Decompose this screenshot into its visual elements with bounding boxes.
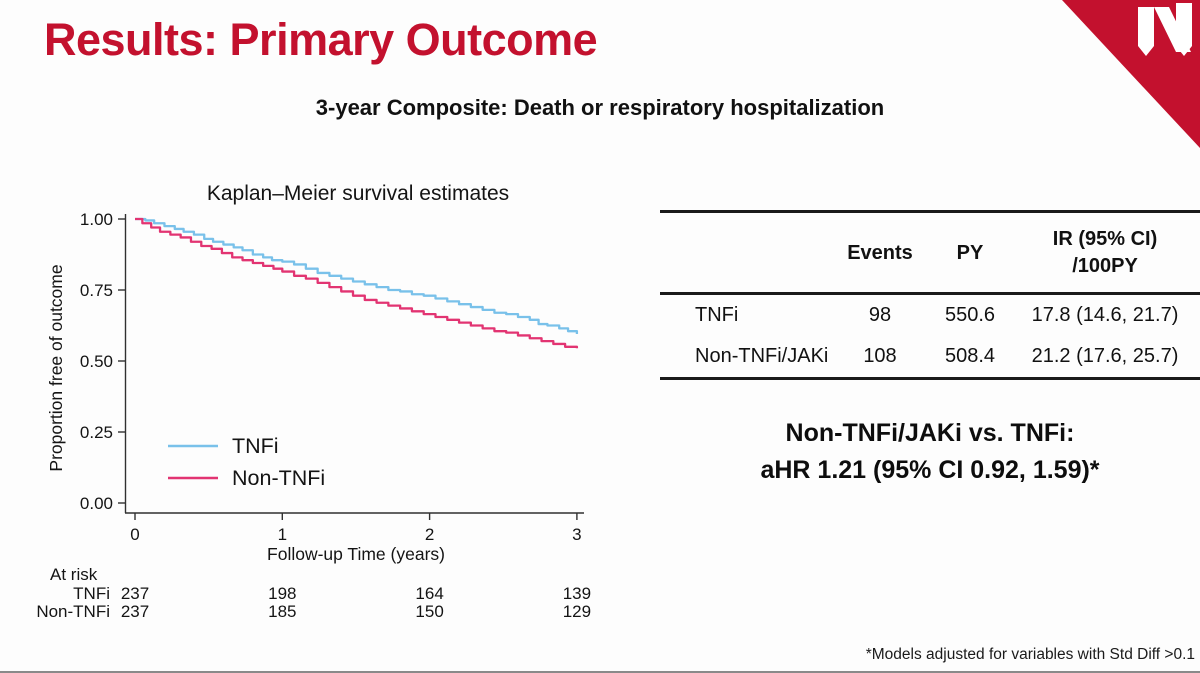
km-curve-non-tnfi <box>135 217 579 349</box>
chart-title: Kaplan–Meier survival estimates <box>207 182 509 205</box>
km-curve-tnfi <box>135 217 579 335</box>
at-risk-count: 150 <box>415 602 443 621</box>
at-risk-count: 237 <box>121 602 149 621</box>
bottom-edge-line <box>0 671 1200 673</box>
km-curves <box>135 217 579 349</box>
at-risk-count: 198 <box>268 584 296 603</box>
hazard-ratio-result: Non-TNFi/JAKi vs. TNFi: aHR 1.21 (95% CI… <box>660 415 1200 489</box>
x-tick-label: 2 <box>425 525 434 544</box>
incidence-rate-table: Events PY IR (95% CI) /100PY TNFi 98 550… <box>660 210 1200 380</box>
at-risk-row-label: Non-TNFi <box>36 602 110 621</box>
hazard-ratio-value: aHR 1.21 (95% CI 0.92, 1.59)* <box>760 456 1100 484</box>
header-py: PY <box>930 211 1010 295</box>
tnfi-ir: 17.8 (14.6, 21.7) <box>1031 304 1179 326</box>
page-title: Results: Primary Outcome <box>44 14 598 65</box>
logo-n-glyph <box>1138 3 1192 56</box>
nontnfi-ir: 21.2 (17.6, 25.7) <box>1031 345 1179 367</box>
header-ir-line1: IR (95% CI) <box>1052 228 1158 250</box>
header-ir-line2: /100PY <box>1072 255 1138 277</box>
x-tick-label: 3 <box>572 525 581 544</box>
y-tick-label: 1.00 <box>80 210 113 229</box>
at-risk-count: 139 <box>563 584 591 603</box>
y-tick-label: 0.75 <box>80 281 113 300</box>
row-label-tnfi: TNFi <box>695 304 739 326</box>
nontnfi-events: 108 <box>863 345 897 367</box>
x-tick-label: 1 <box>278 525 287 544</box>
at-risk-count: 185 <box>268 602 296 621</box>
kaplan-meier-chart: Kaplan–Meier survival estimates Proporti… <box>36 182 591 621</box>
header-events: Events <box>830 211 930 295</box>
table-row: Non-TNFi/JAKi 108 508.4 21.2 (17.6, 25.7… <box>660 336 1200 379</box>
y-axis-label: Proportion free of outcome <box>46 264 66 471</box>
unmc-n-logo <box>1062 0 1200 148</box>
legend-label: TNFi <box>232 434 279 458</box>
adjustment-footnote: *Models adjusted for variables with Std … <box>865 646 1195 663</box>
table-row: TNFi 98 550.6 17.8 (14.6, 21.7) <box>660 294 1200 337</box>
x-tick-label: 0 <box>130 525 139 544</box>
y-tick-label: 0.00 <box>80 494 113 513</box>
tnfi-py: 550.6 <box>944 304 996 326</box>
table-header-row: Events PY IR (95% CI) /100PY <box>660 211 1200 295</box>
tnfi-events: 98 <box>868 304 892 326</box>
at-risk-count: 237 <box>121 584 149 603</box>
header-ir: IR (95% CI) /100PY <box>1010 211 1200 295</box>
logo-triangle <box>1062 0 1200 148</box>
x-axis-label: Follow-up Time (years) <box>267 544 445 564</box>
y-tick-label: 0.50 <box>80 352 113 371</box>
legend-label: Non-TNFi <box>232 466 325 490</box>
slide-subtitle: 3-year Composite: Death or respiratory h… <box>315 95 885 120</box>
at-risk-row-label: TNFi <box>73 584 110 603</box>
hazard-ratio-comparison: Non-TNFi/JAKi vs. TNFi: <box>785 419 1075 447</box>
axis-ticks: 1.00 0.75 0.50 0.25 0.00 0 1 2 3 <box>80 210 582 544</box>
at-risk-count: 129 <box>563 602 591 621</box>
at-risk-title: At risk <box>50 565 98 584</box>
row-label-nontnfi-jaki: Non-TNFi/JAKi <box>695 345 829 367</box>
chart-legend: TNFi Non-TNFi <box>168 434 325 490</box>
nontnfi-py: 508.4 <box>944 345 996 367</box>
y-tick-label: 0.25 <box>80 423 113 442</box>
header-blank <box>660 211 830 295</box>
at-risk-count: 164 <box>415 584 443 603</box>
